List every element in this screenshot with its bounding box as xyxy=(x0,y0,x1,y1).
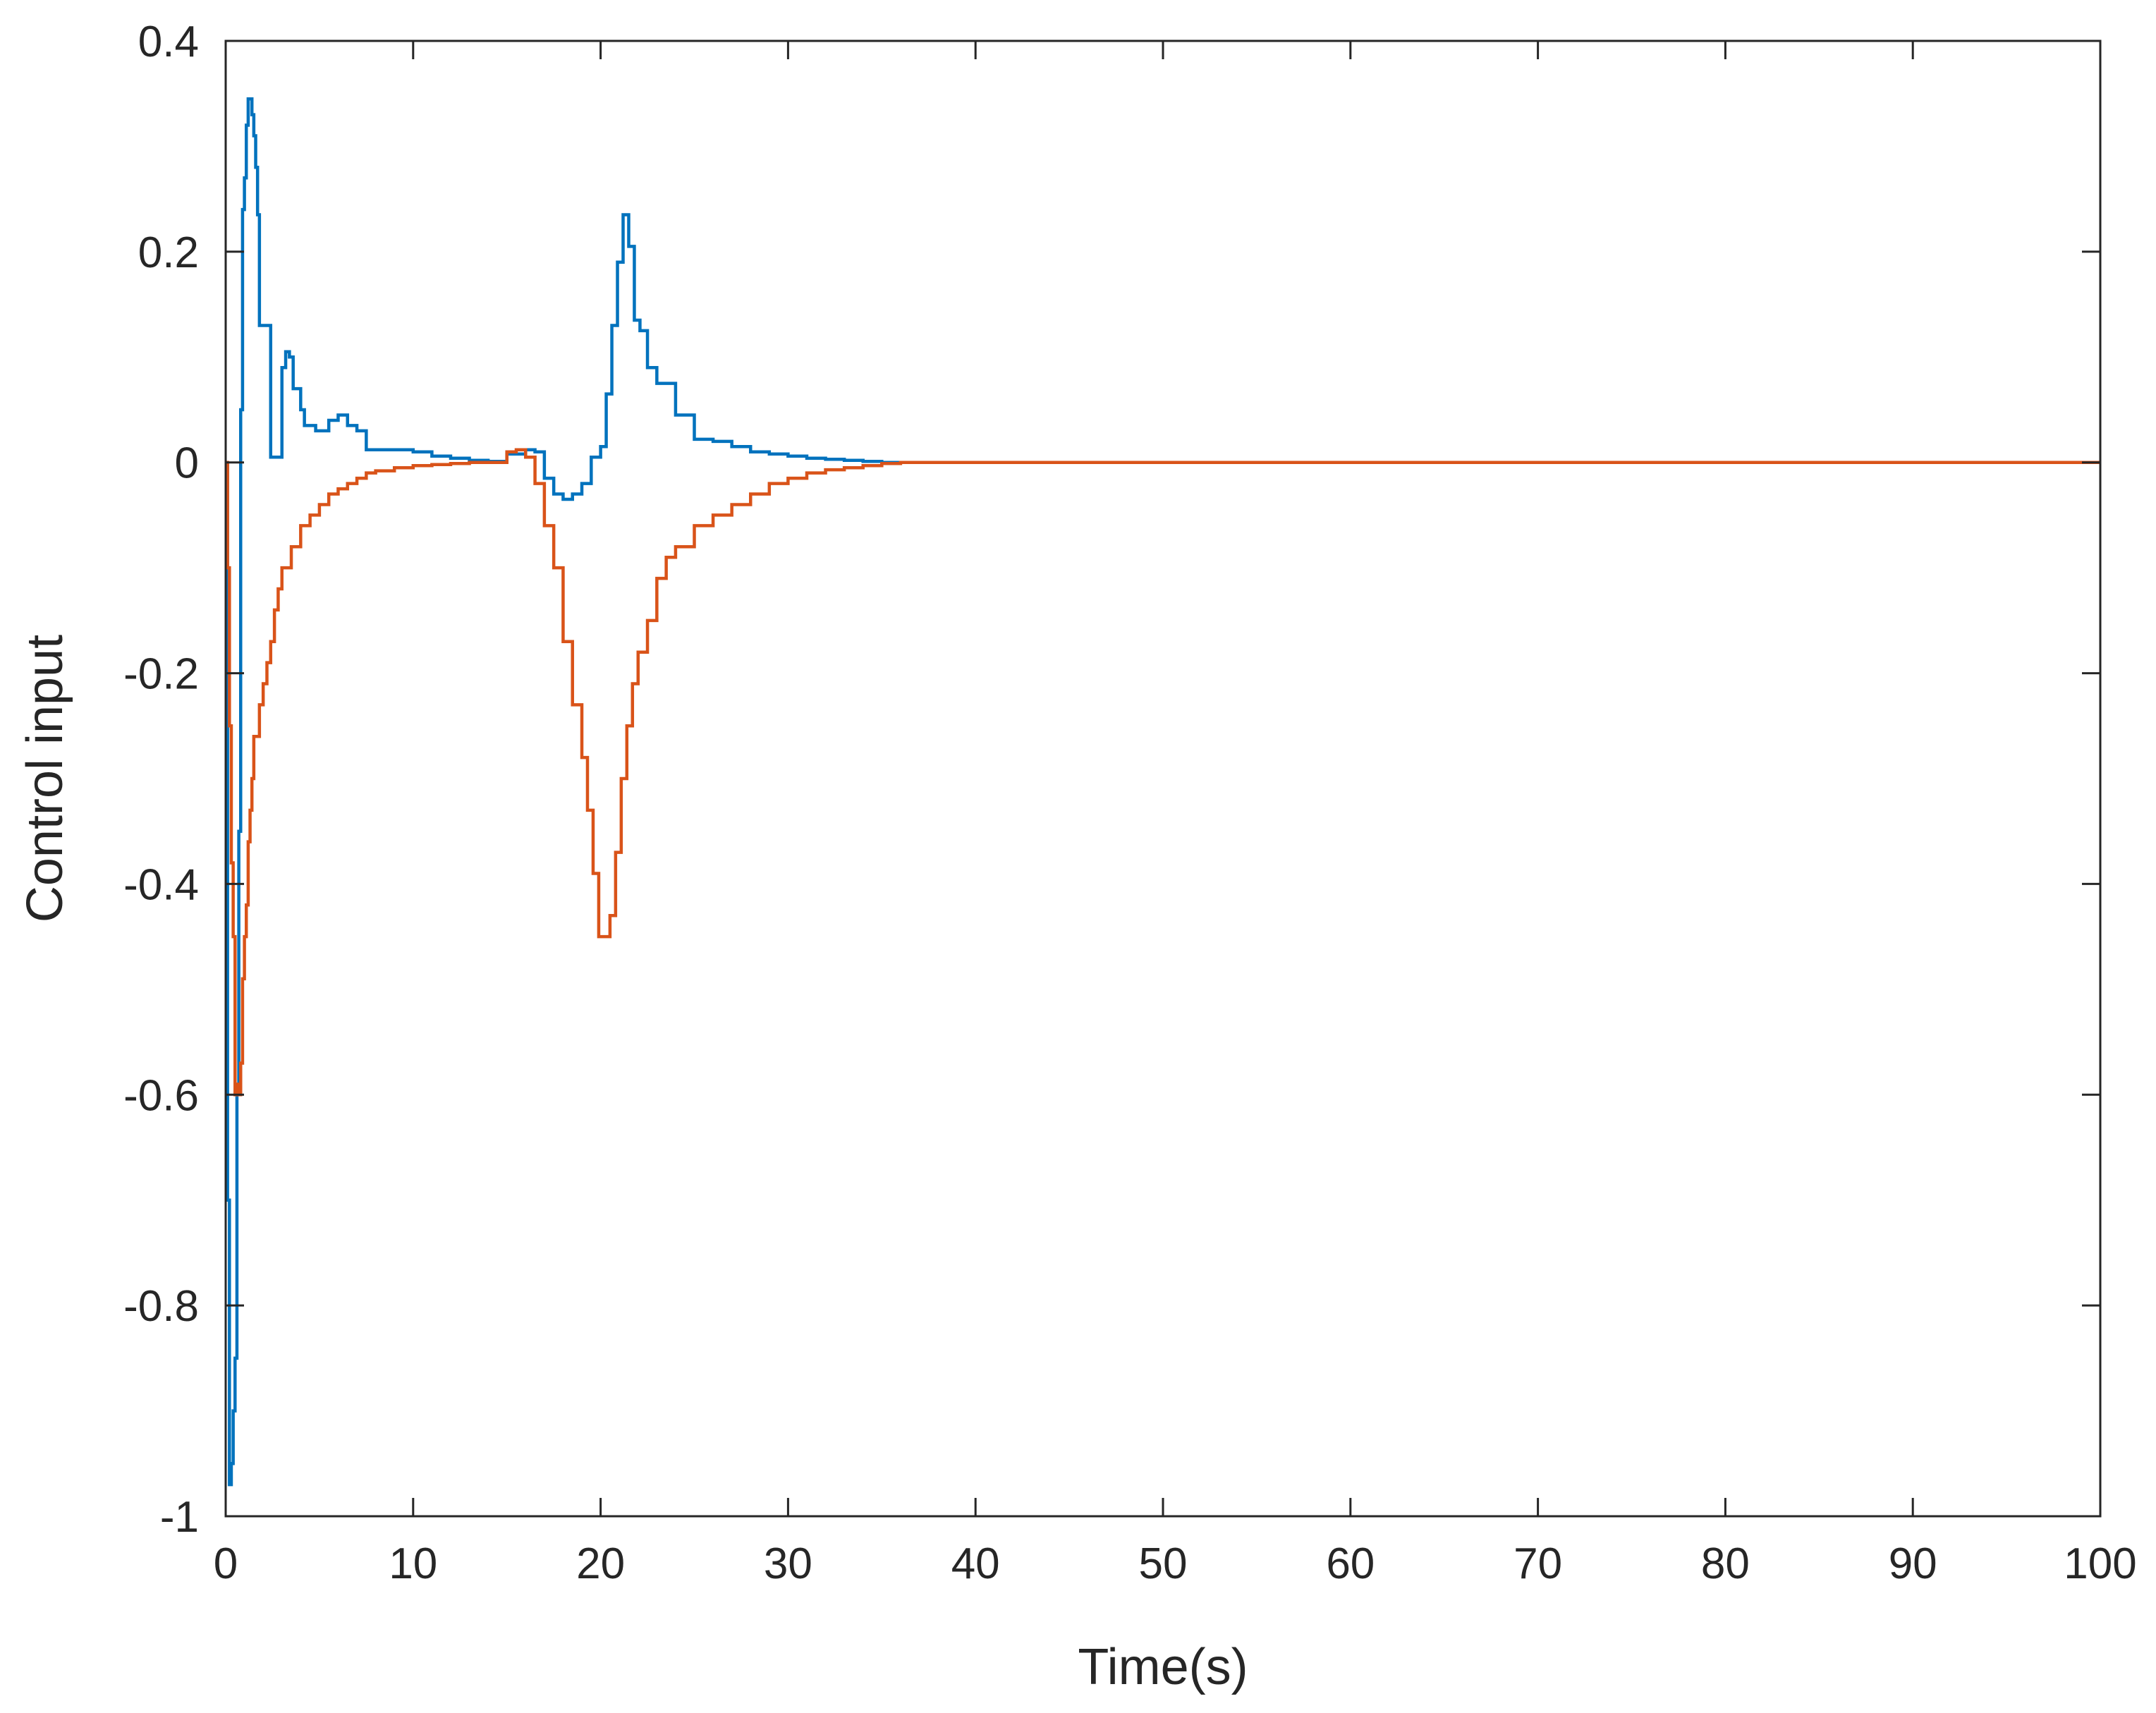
x-tick-labels: 0 10 20 30 40 50 60 70 80 90 100 xyxy=(214,1540,2137,1588)
x-tick-label: 10 xyxy=(389,1540,437,1588)
series-layer xyxy=(226,97,2100,1487)
x-tick-label: 0 xyxy=(214,1540,238,1588)
x-tick-label: 80 xyxy=(1701,1540,1750,1588)
x-tick-label: 50 xyxy=(1139,1540,1188,1588)
x-axis-label: Time(s) xyxy=(1078,1639,1248,1695)
y-tick-label: -0.8 xyxy=(123,1282,199,1331)
plot-area xyxy=(224,39,2102,1518)
y-tick-labels: -1 -0.8 -0.6 -0.4 -0.2 0 0.2 0.4 xyxy=(123,18,199,1542)
y-tick-label: -0.4 xyxy=(123,860,199,909)
x-tick-label: 60 xyxy=(1326,1540,1375,1588)
series-line-2 xyxy=(226,448,2100,1097)
x-tick-label: 30 xyxy=(764,1540,812,1588)
x-tick-label: 20 xyxy=(576,1540,625,1588)
x-tick-label: 70 xyxy=(1514,1540,1562,1588)
y-tick-label: 0 xyxy=(175,439,199,488)
y-tick-label: -1 xyxy=(160,1493,199,1542)
y-axis-label: Control input xyxy=(17,635,73,922)
y-tick-label: 0.4 xyxy=(138,18,199,66)
y-tick-label: -0.6 xyxy=(123,1071,199,1120)
y-tick-label: 0.2 xyxy=(138,228,199,277)
y-tick-label: -0.2 xyxy=(123,650,199,699)
x-tick-label: 100 xyxy=(2064,1540,2136,1588)
x-tick-label: 90 xyxy=(1889,1540,1937,1588)
x-tick-label: 40 xyxy=(951,1540,1000,1588)
axes-box xyxy=(224,39,2102,1518)
series-line-1 xyxy=(226,97,2100,1487)
